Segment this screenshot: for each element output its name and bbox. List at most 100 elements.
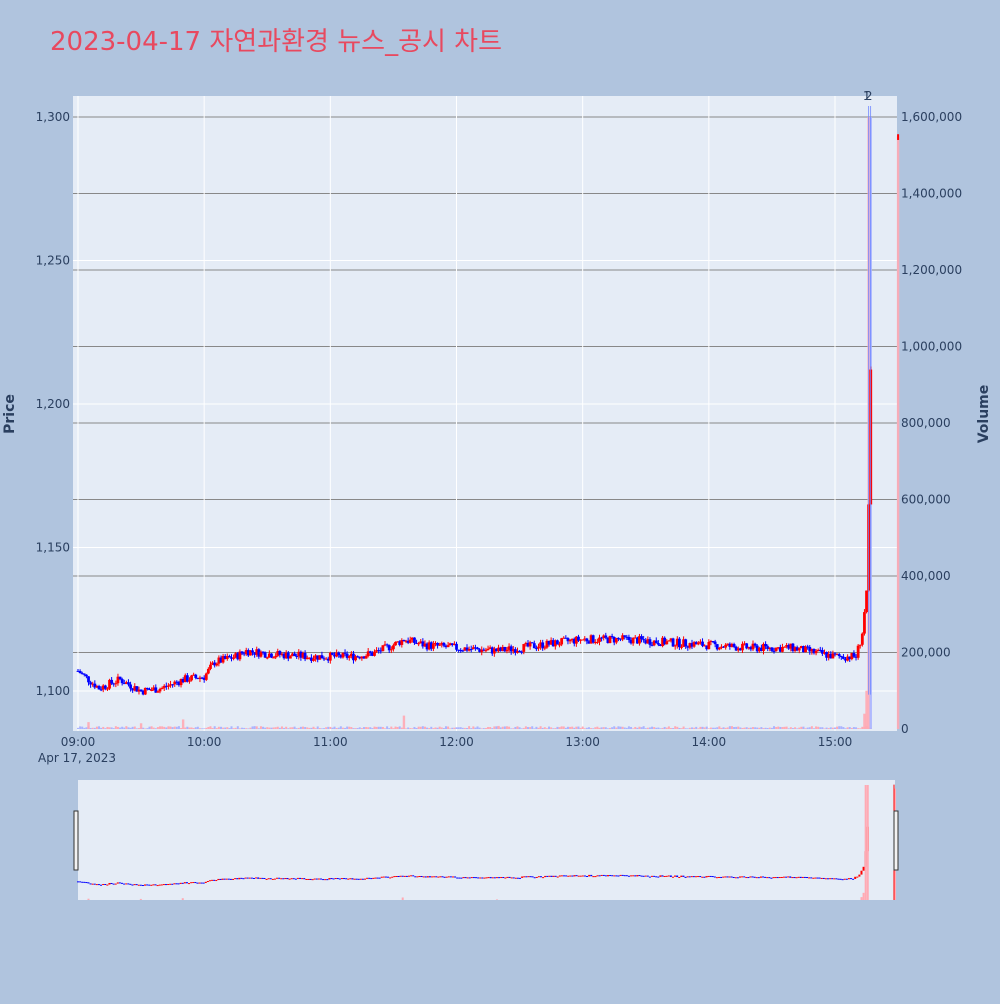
candle-body bbox=[659, 644, 662, 647]
slider-candle bbox=[491, 877, 494, 879]
slider-candle bbox=[286, 878, 289, 880]
volume-bar bbox=[823, 728, 826, 729]
volume-bar bbox=[667, 726, 670, 729]
candle-body bbox=[375, 650, 378, 652]
volume-bar bbox=[596, 726, 599, 729]
candle-body bbox=[314, 655, 318, 659]
volume-bar bbox=[348, 726, 351, 729]
volume-bar bbox=[659, 728, 662, 729]
volume-bar bbox=[623, 727, 626, 729]
candle-body bbox=[97, 686, 101, 690]
candle-body bbox=[602, 635, 606, 639]
volume-bar bbox=[251, 726, 254, 729]
slider-candle bbox=[671, 876, 674, 878]
candle-body bbox=[852, 652, 856, 657]
slider-candle bbox=[512, 877, 515, 879]
volume-bar bbox=[754, 727, 757, 729]
range-slider-right-handle[interactable] bbox=[893, 810, 899, 871]
slider-candle bbox=[644, 875, 647, 877]
slider-candle bbox=[278, 877, 281, 879]
volume-bar bbox=[234, 727, 237, 729]
candle-body bbox=[755, 645, 759, 652]
candle-body bbox=[232, 657, 236, 659]
candle-body bbox=[623, 635, 627, 637]
volume-bar bbox=[636, 727, 639, 729]
volume-bar bbox=[613, 726, 616, 729]
candle-body bbox=[448, 643, 452, 646]
volume-bar bbox=[190, 727, 193, 729]
candle-body bbox=[373, 651, 376, 656]
slider-candle bbox=[764, 876, 767, 878]
candle-body bbox=[200, 677, 204, 679]
volume-bar bbox=[169, 726, 172, 729]
slider-candle bbox=[814, 877, 817, 879]
y2-tick-label: 600,000 bbox=[901, 493, 951, 507]
volume-bar bbox=[520, 728, 523, 729]
slider-candle bbox=[493, 877, 496, 879]
volume-bar bbox=[712, 727, 715, 729]
candle-body bbox=[694, 642, 698, 645]
slider-candle bbox=[104, 884, 107, 886]
slider-candle bbox=[118, 882, 121, 884]
candle-body bbox=[444, 645, 448, 648]
volume-bar bbox=[855, 727, 858, 729]
candle-body bbox=[265, 657, 269, 659]
volume-bar bbox=[312, 726, 315, 729]
volume-bar bbox=[646, 727, 649, 729]
candle-body bbox=[459, 649, 463, 651]
volume-bar bbox=[207, 726, 210, 729]
volume-bar bbox=[177, 726, 180, 729]
candle-body bbox=[488, 647, 492, 649]
volume-bar bbox=[476, 726, 479, 729]
candle-body bbox=[825, 652, 828, 658]
x-tick-label: 09:00 bbox=[61, 735, 96, 749]
slider-candle bbox=[738, 876, 741, 878]
candle-body bbox=[322, 658, 326, 660]
volume-bar bbox=[106, 726, 109, 729]
volume-bar bbox=[438, 726, 441, 729]
slider-candle bbox=[410, 875, 413, 877]
slider-candle bbox=[420, 876, 423, 878]
candle-body bbox=[219, 657, 223, 663]
volume-bar bbox=[852, 727, 855, 729]
candle-body bbox=[558, 644, 561, 646]
slider-candle bbox=[110, 882, 113, 884]
candle-body bbox=[431, 643, 435, 649]
candle-body bbox=[192, 674, 196, 676]
slider-candle bbox=[158, 884, 161, 886]
volume-bar bbox=[386, 726, 389, 729]
volume-bar bbox=[222, 727, 225, 729]
candle-body bbox=[627, 636, 631, 641]
volume-bar bbox=[381, 726, 384, 729]
volume-bar bbox=[276, 726, 279, 729]
volume-bar bbox=[392, 728, 395, 729]
slider-candle bbox=[219, 878, 222, 880]
candle-body bbox=[579, 639, 582, 641]
slider-candle bbox=[192, 882, 195, 884]
slider-candle bbox=[481, 877, 484, 879]
slider-candle bbox=[418, 876, 421, 878]
slider-candle bbox=[183, 882, 186, 884]
candle-body bbox=[484, 650, 488, 652]
volume-bar bbox=[842, 727, 845, 729]
volume-bar bbox=[653, 727, 656, 729]
slider-volume-bar bbox=[862, 892, 865, 900]
volume-bar bbox=[838, 726, 841, 729]
volume-bar bbox=[139, 723, 143, 729]
candle-body bbox=[408, 639, 412, 643]
volume-bar bbox=[560, 726, 563, 729]
slider-candle bbox=[451, 876, 454, 878]
volume-bar bbox=[501, 726, 504, 729]
slider-candle bbox=[472, 877, 475, 879]
volume-bar bbox=[156, 727, 159, 729]
range-slider-left-handle[interactable] bbox=[73, 810, 79, 871]
candle-body bbox=[341, 652, 345, 658]
slider-candle bbox=[320, 878, 323, 880]
candle-body bbox=[648, 639, 652, 645]
candle-body bbox=[103, 685, 107, 689]
slider-candle bbox=[468, 877, 471, 879]
range-slider[interactable] bbox=[78, 780, 895, 900]
volume-bar bbox=[579, 727, 582, 729]
candle-body bbox=[185, 675, 189, 682]
slider-candle bbox=[292, 878, 295, 880]
